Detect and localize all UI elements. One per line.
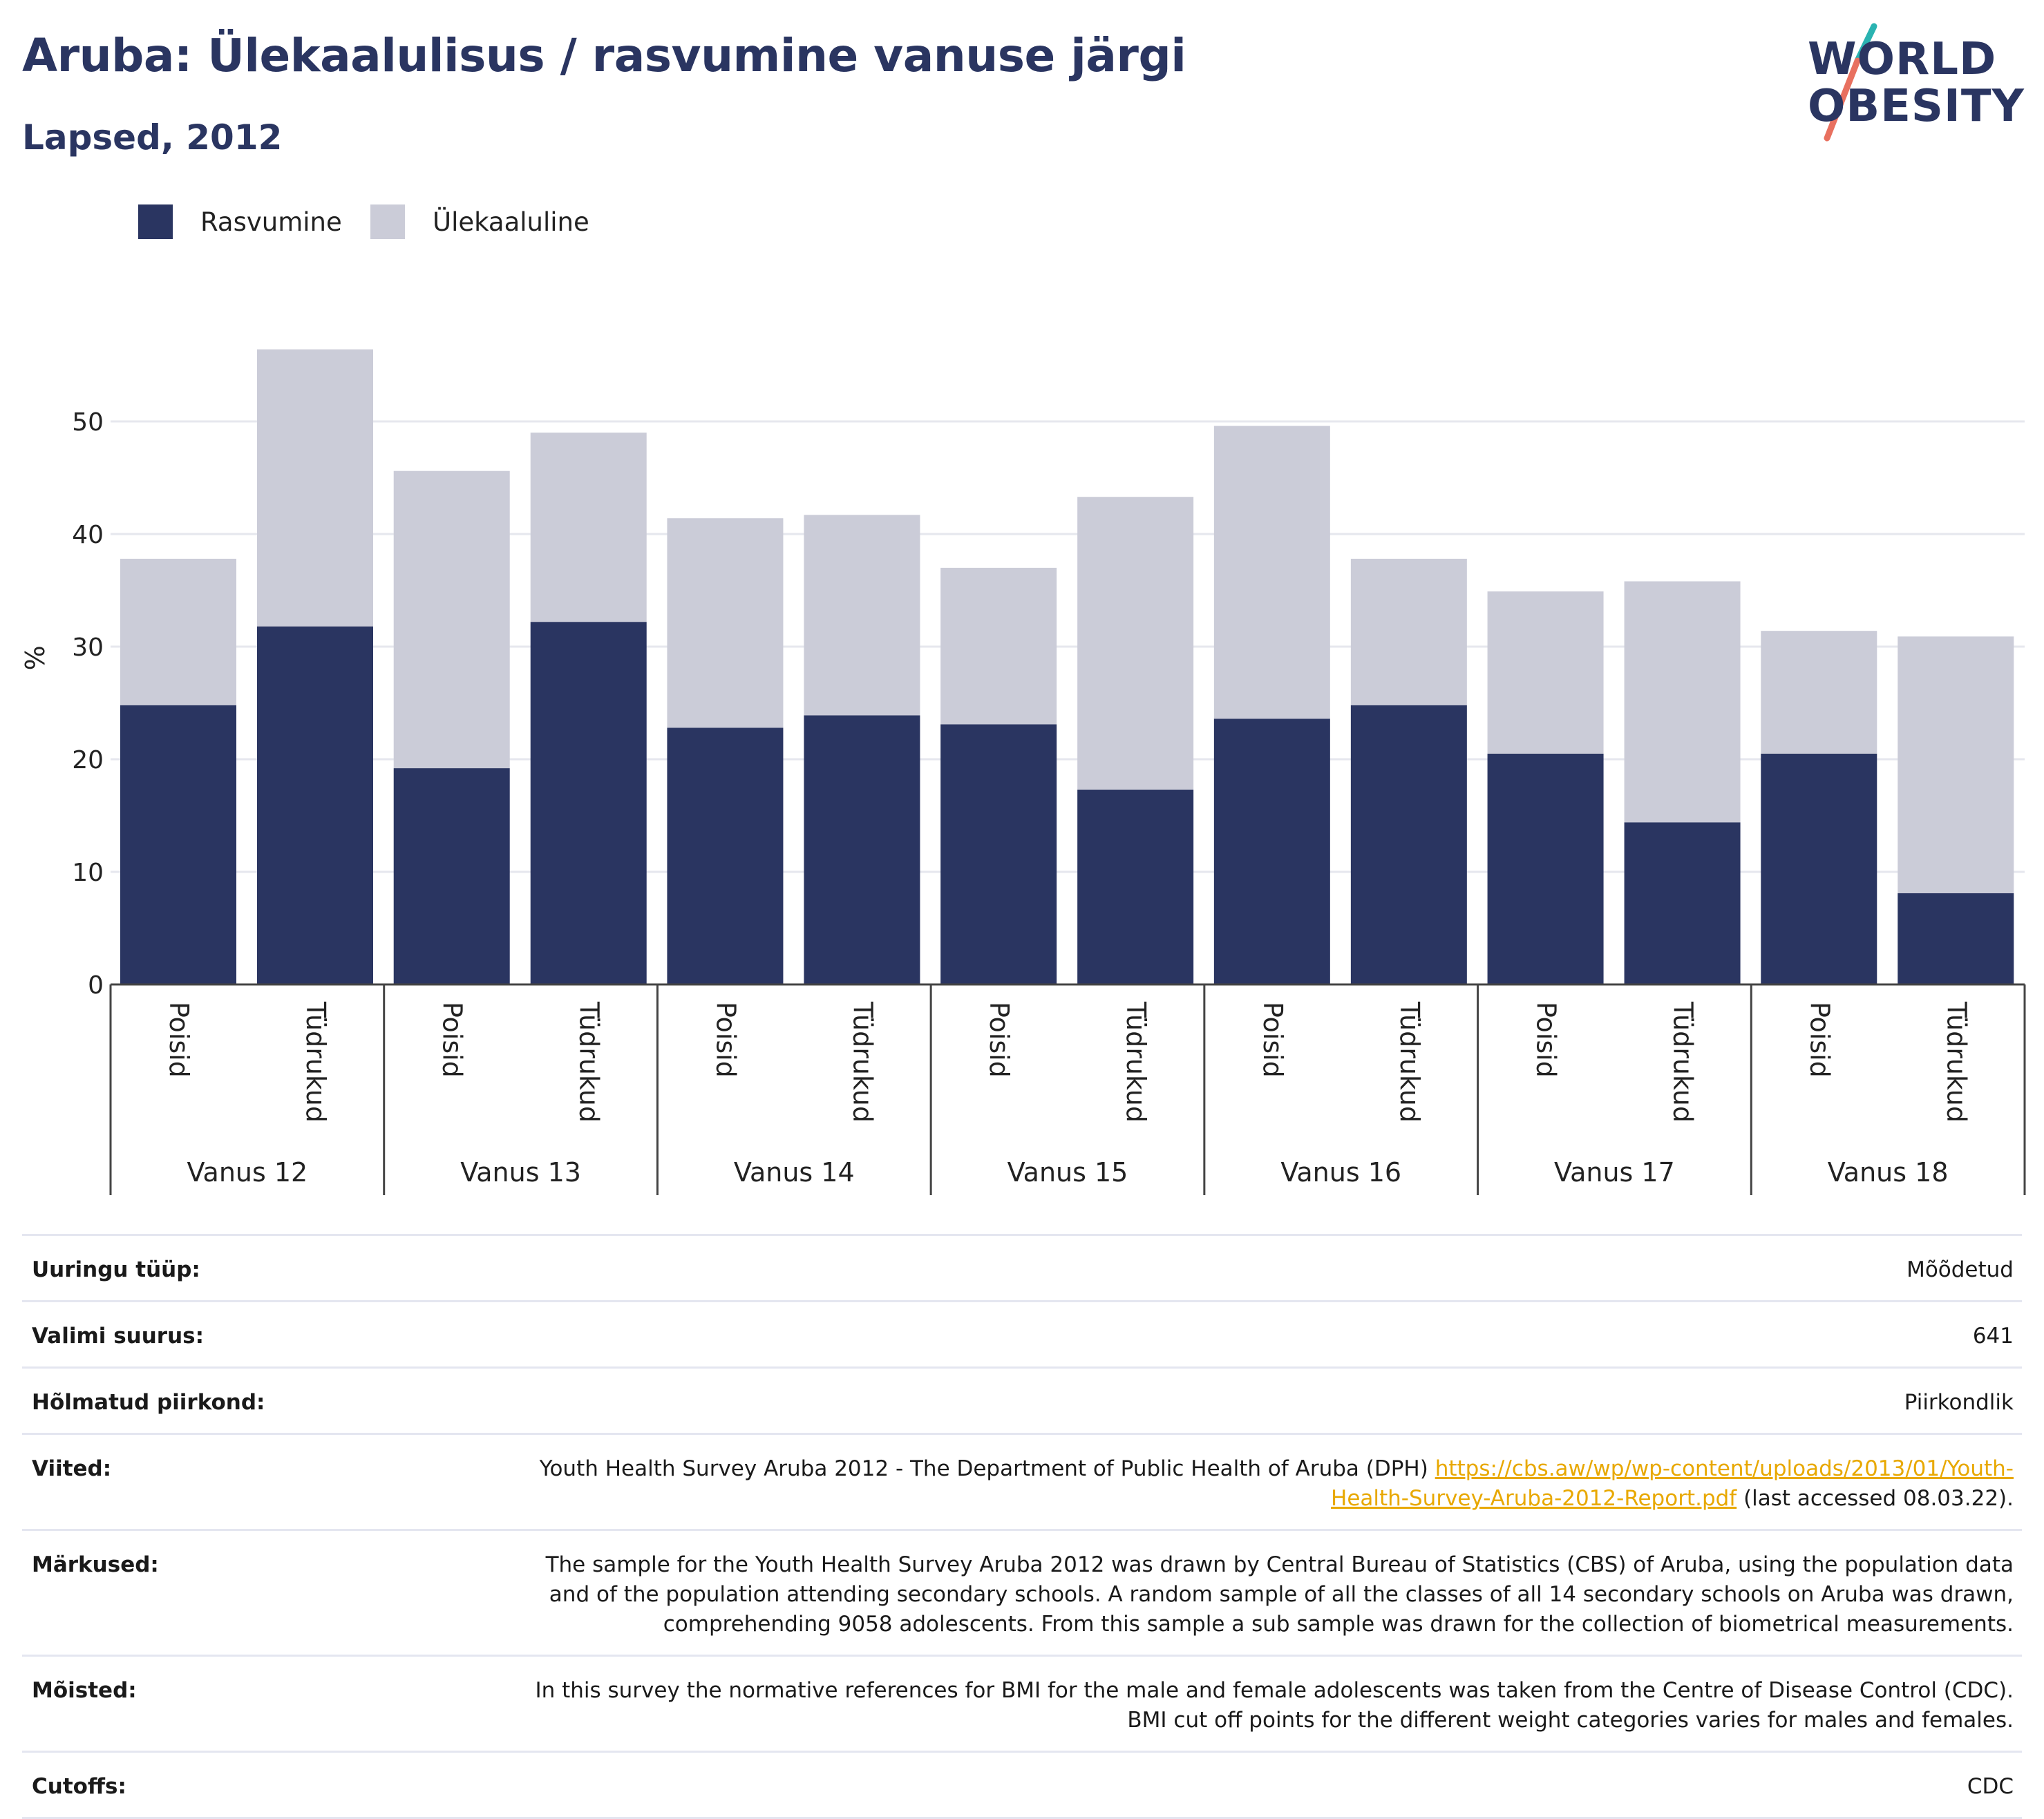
info-row-area-covered: Hõlmatud piirkond: Piirkondlik — [22, 1366, 2022, 1433]
bar-ulekaaluline — [1761, 631, 1877, 754]
legend-label-rasvumine: Rasvumine — [200, 207, 342, 237]
x-tick-label: Tüdrukud — [1668, 1001, 1698, 1123]
info-row-sample-size: Valimi suurus: 641 — [22, 1300, 2022, 1366]
bar-rasvumine — [1761, 753, 1877, 984]
x-tick-label: Poisid — [984, 1002, 1014, 1078]
x-tick-label: Poisid — [164, 1002, 194, 1078]
legend-swatch-rasvumine — [138, 204, 173, 239]
reference-text: Youth Health Survey Aruba 2012 - The Dep… — [539, 1456, 1435, 1481]
bar-rasvumine — [1624, 822, 1741, 984]
group-label: Vanus 15 — [1007, 1157, 1128, 1188]
info-label: Viited: — [32, 1456, 112, 1481]
bar-rasvumine — [1077, 790, 1194, 984]
group-label: Vanus 17 — [1554, 1157, 1675, 1188]
legend-label-ulekaaluline: Ülekaaluline — [433, 207, 589, 237]
stacked-bar-chart: 0 10 20 30 40 50% Poisid Tüdrukud Vanus 12 Poisid… — [20, 349, 2026, 1195]
x-tick-label: Poisid — [710, 1002, 741, 1078]
chart-title: Aruba: Ülekaalulisus / rasvumine vanuse … — [22, 29, 1186, 82]
x-tick-label: Tüdrukud — [1941, 1001, 1971, 1123]
y-tick-label: 40 — [72, 521, 104, 549]
world-obesity-logo: WORLD OBESITY — [1797, 21, 2032, 152]
x-tick-label: Tüdrukud — [574, 1001, 605, 1123]
legend-swatch-ulekaaluline — [370, 204, 405, 239]
info-row-notes: Märkused: The sample for the Youth Healt… — [22, 1529, 2022, 1655]
info-row-definitions: Mõisted: In this survey the normative re… — [22, 1655, 2022, 1751]
y-tick-label: 20 — [72, 746, 104, 774]
x-tick-label: Tüdrukud — [1394, 1001, 1425, 1123]
bar-ulekaaluline — [804, 515, 920, 716]
bar-ulekaaluline — [1487, 591, 1604, 754]
info-label: Märkused: — [32, 1552, 159, 1577]
bar-rasvumine — [1213, 718, 1330, 984]
reference-accessed: (last accessed 08.03.22). — [1737, 1486, 2014, 1511]
bar-rasvumine — [940, 724, 1057, 984]
info-value: Piirkondlik — [1904, 1390, 2014, 1415]
x-tick-label: Poisid — [1258, 1002, 1288, 1078]
bar-ulekaaluline — [1350, 558, 1467, 705]
y-axis-label: % — [20, 645, 50, 670]
group-label: Vanus 12 — [187, 1157, 307, 1188]
bar-ulekaaluline — [940, 567, 1057, 725]
group-label: Vanus 13 — [460, 1157, 581, 1188]
bar-ulekaaluline — [1077, 497, 1194, 790]
bar-rasvumine — [1898, 893, 2014, 984]
group-label: Vanus 14 — [734, 1157, 855, 1188]
logo-slash-icon — [1824, 23, 1877, 142]
info-value: In this survey the normative references … — [535, 1678, 2014, 1733]
bar-ulekaaluline — [257, 349, 373, 627]
x-tick-label: Poisid — [1531, 1002, 1562, 1078]
logo-slash-top — [1854, 23, 1877, 64]
survey-info-table: Uuringu tüüp: Mõõdetud Valimi suurus: 64… — [22, 1234, 2022, 1819]
bar-rasvumine — [667, 727, 784, 984]
info-label: Uuringu tüüp: — [32, 1257, 200, 1282]
info-value: Mõõdetud — [1906, 1257, 2014, 1282]
legend-item-rasvumine[interactable]: Rasvumine — [138, 204, 342, 239]
logo-text-line2: OBESITY — [1808, 81, 2025, 132]
x-tick-label: Tüdrukud — [1121, 1001, 1151, 1123]
info-row-survey-type: Uuringu tüüp: Mõõdetud — [22, 1234, 2022, 1300]
info-value: 641 — [1972, 1324, 2014, 1349]
logo-text-line1: WORLD — [1808, 34, 1997, 85]
info-row-cutoffs: Cutoffs: CDC — [22, 1751, 2022, 1819]
info-value: Youth Health Survey Aruba 2012 - The Dep… — [515, 1454, 2014, 1514]
reference-link[interactable]: https://cbs.aw/wp/wp-content/uploads/201… — [1331, 1456, 2014, 1511]
y-tick-label: 30 — [72, 634, 104, 662]
bar-ulekaaluline — [530, 432, 647, 622]
legend-item-ulekaaluline[interactable]: Ülekaaluline — [370, 204, 589, 239]
bar-rasvumine — [120, 705, 236, 984]
bar-ulekaaluline — [1213, 426, 1330, 719]
bar-rasvumine — [1350, 705, 1467, 984]
bar-rasvumine — [257, 626, 373, 984]
bar-rasvumine — [530, 622, 647, 984]
bar-ulekaaluline — [667, 518, 784, 728]
logo-slash-bottom — [1824, 57, 1861, 142]
info-label: Hõlmatud piirkond: — [32, 1390, 265, 1415]
group-label: Vanus 18 — [1828, 1157, 1949, 1188]
info-value: The sample for the Youth Health Survey A… — [545, 1552, 2014, 1637]
x-tick-label: Tüdrukud — [847, 1001, 878, 1123]
y-tick-label: 50 — [72, 408, 104, 437]
bar-rasvumine — [1487, 753, 1604, 984]
x-tick-label: Tüdrukud — [301, 1001, 331, 1123]
bar-ulekaaluline — [1898, 636, 2014, 893]
bar-rasvumine — [393, 768, 510, 984]
bar-ulekaaluline — [1624, 581, 1741, 823]
bar-ulekaaluline — [393, 470, 510, 769]
info-label: Valimi suurus: — [32, 1324, 204, 1349]
info-row-references: Viited: Youth Health Survey Aruba 2012 -… — [22, 1433, 2022, 1529]
y-tick-label: 0 — [88, 971, 104, 1000]
group-label: Vanus 16 — [1280, 1157, 1401, 1188]
x-tick-label: Poisid — [1804, 1002, 1835, 1078]
x-tick-label: Poisid — [437, 1002, 468, 1078]
info-label: Mõisted: — [32, 1678, 137, 1703]
bar-ulekaaluline — [120, 558, 236, 705]
bar-rasvumine — [804, 715, 920, 984]
chart-subtitle: Lapsed, 2012 — [22, 117, 283, 158]
y-tick-label: 10 — [72, 859, 104, 887]
